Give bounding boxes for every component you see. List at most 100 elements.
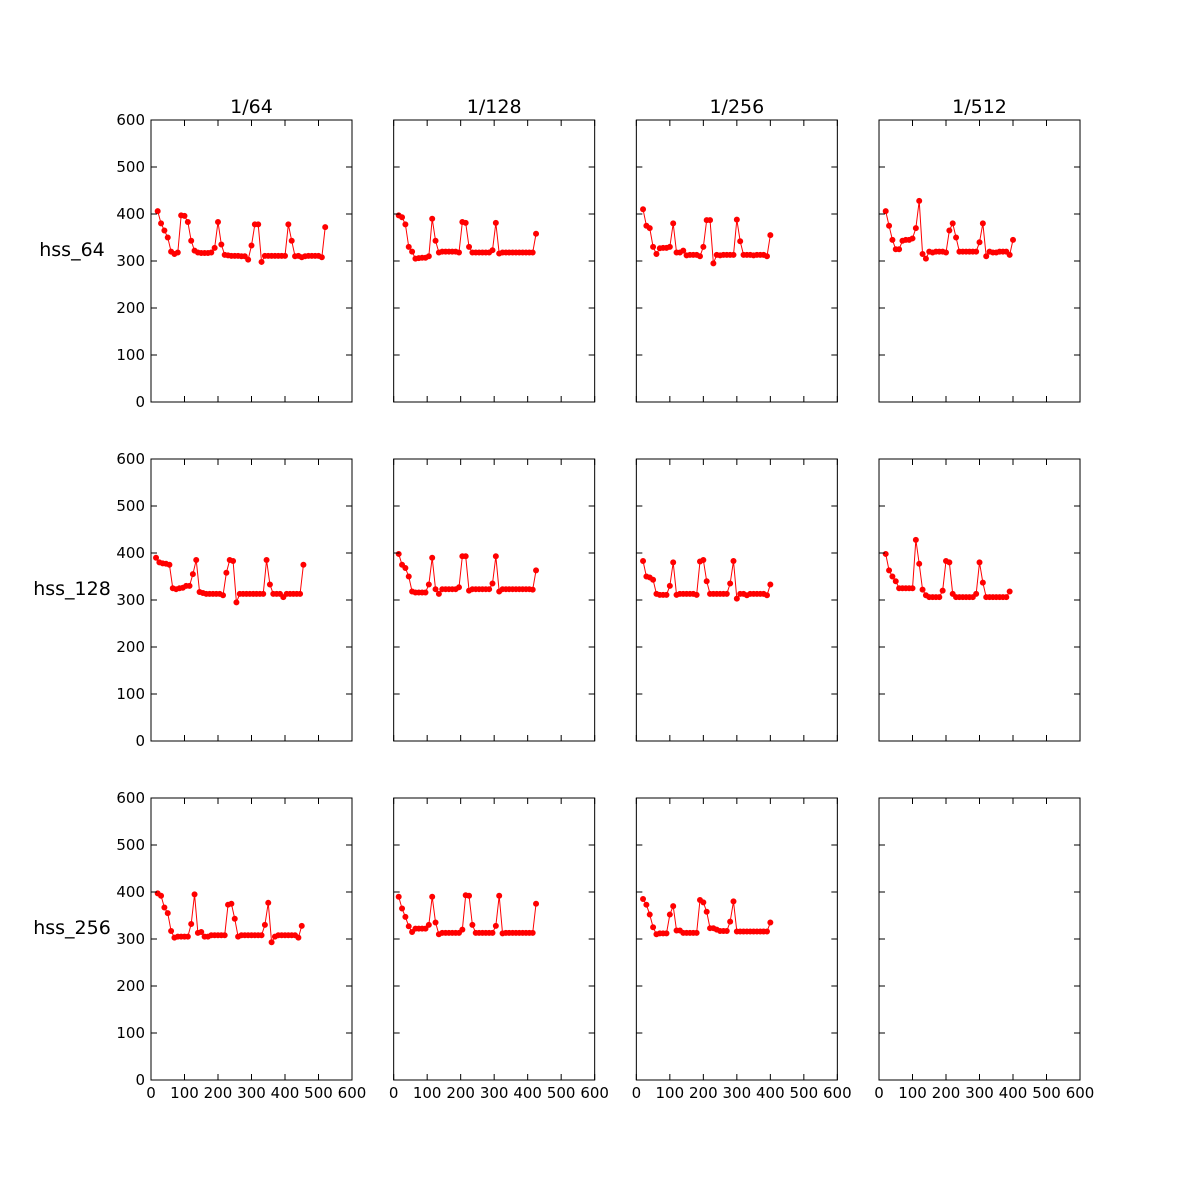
x-tick-label: 500 <box>790 1084 819 1102</box>
y-tick-label: 0 <box>135 393 145 411</box>
point <box>245 256 252 263</box>
point <box>158 220 165 227</box>
point <box>733 595 740 602</box>
x-tick-label: 300 <box>480 1084 509 1102</box>
point <box>663 930 670 937</box>
point <box>727 580 734 587</box>
point <box>429 554 436 561</box>
point <box>233 599 240 606</box>
y-tick-label: 400 <box>116 544 145 562</box>
plot-area <box>151 459 352 741</box>
point <box>646 911 653 918</box>
point <box>640 206 647 213</box>
point <box>909 235 916 242</box>
point <box>218 241 225 248</box>
point <box>949 220 956 227</box>
point <box>489 580 496 587</box>
point <box>166 561 173 568</box>
point <box>886 567 893 574</box>
x-tick-label: 500 <box>1032 1084 1061 1102</box>
point <box>646 225 653 232</box>
point <box>680 247 687 254</box>
y-tick-label: 300 <box>116 930 145 948</box>
point <box>184 218 191 225</box>
y-tick-label: 300 <box>116 591 145 609</box>
point <box>916 560 923 567</box>
point <box>650 576 657 583</box>
x-tick-label: 100 <box>413 1084 442 1102</box>
point <box>161 227 168 234</box>
point <box>707 217 714 224</box>
x-tick-label: 400 <box>999 1084 1028 1102</box>
point <box>979 220 986 227</box>
point <box>462 219 469 226</box>
point <box>700 243 707 250</box>
point <box>492 922 499 929</box>
point <box>429 893 436 900</box>
point <box>285 221 292 228</box>
point <box>462 553 469 560</box>
x-tick-label: 200 <box>689 1084 718 1102</box>
plot-area <box>151 120 352 402</box>
point <box>886 222 893 229</box>
point <box>164 910 171 917</box>
plot-area <box>879 798 1081 1080</box>
point <box>211 244 218 251</box>
point <box>640 557 647 564</box>
point <box>953 234 960 241</box>
point <box>208 249 215 256</box>
plot-area <box>636 120 838 402</box>
point <box>737 238 744 245</box>
x-tick-label: 600 <box>1066 1084 1095 1102</box>
point <box>405 573 412 580</box>
panel-title: 1/512 <box>952 96 1007 118</box>
y-tick-label: 200 <box>116 299 145 317</box>
point <box>432 237 439 244</box>
point <box>198 928 205 935</box>
point <box>399 905 406 912</box>
point <box>496 892 503 899</box>
point <box>492 219 499 226</box>
x-tick-label: 600 <box>580 1084 609 1102</box>
x-tick-label: 200 <box>446 1084 475 1102</box>
plot-area <box>393 798 595 1080</box>
y-tick-label: 600 <box>116 789 145 807</box>
point <box>425 921 432 928</box>
point <box>939 587 946 594</box>
point <box>529 249 536 256</box>
y-tick-label: 200 <box>116 638 145 656</box>
point <box>425 581 432 588</box>
point <box>282 252 288 259</box>
point <box>405 243 412 250</box>
point <box>529 586 536 593</box>
point <box>723 590 730 597</box>
x-tick-label: 600 <box>823 1084 852 1102</box>
y-tick-label: 400 <box>116 205 145 223</box>
point <box>188 920 195 927</box>
point <box>258 258 265 265</box>
point <box>228 900 235 907</box>
x-tick-label: 0 <box>632 1084 642 1102</box>
point <box>693 929 700 936</box>
point <box>767 232 774 239</box>
point <box>432 919 439 926</box>
y-tick-label: 600 <box>116 450 145 468</box>
x-tick-label: 600 <box>338 1084 367 1102</box>
x-tick-label: 0 <box>874 1084 884 1102</box>
point <box>533 230 540 237</box>
point <box>919 250 926 257</box>
point <box>223 569 230 576</box>
x-tick-label: 400 <box>756 1084 785 1102</box>
point <box>154 208 161 215</box>
point <box>730 557 737 564</box>
point <box>295 934 302 941</box>
point <box>258 932 265 939</box>
point <box>976 239 983 246</box>
row-label: hss_64 <box>39 239 105 261</box>
point <box>230 557 237 564</box>
point <box>663 591 670 598</box>
plot-area <box>879 120 1081 402</box>
point <box>643 901 650 908</box>
point <box>979 579 986 586</box>
